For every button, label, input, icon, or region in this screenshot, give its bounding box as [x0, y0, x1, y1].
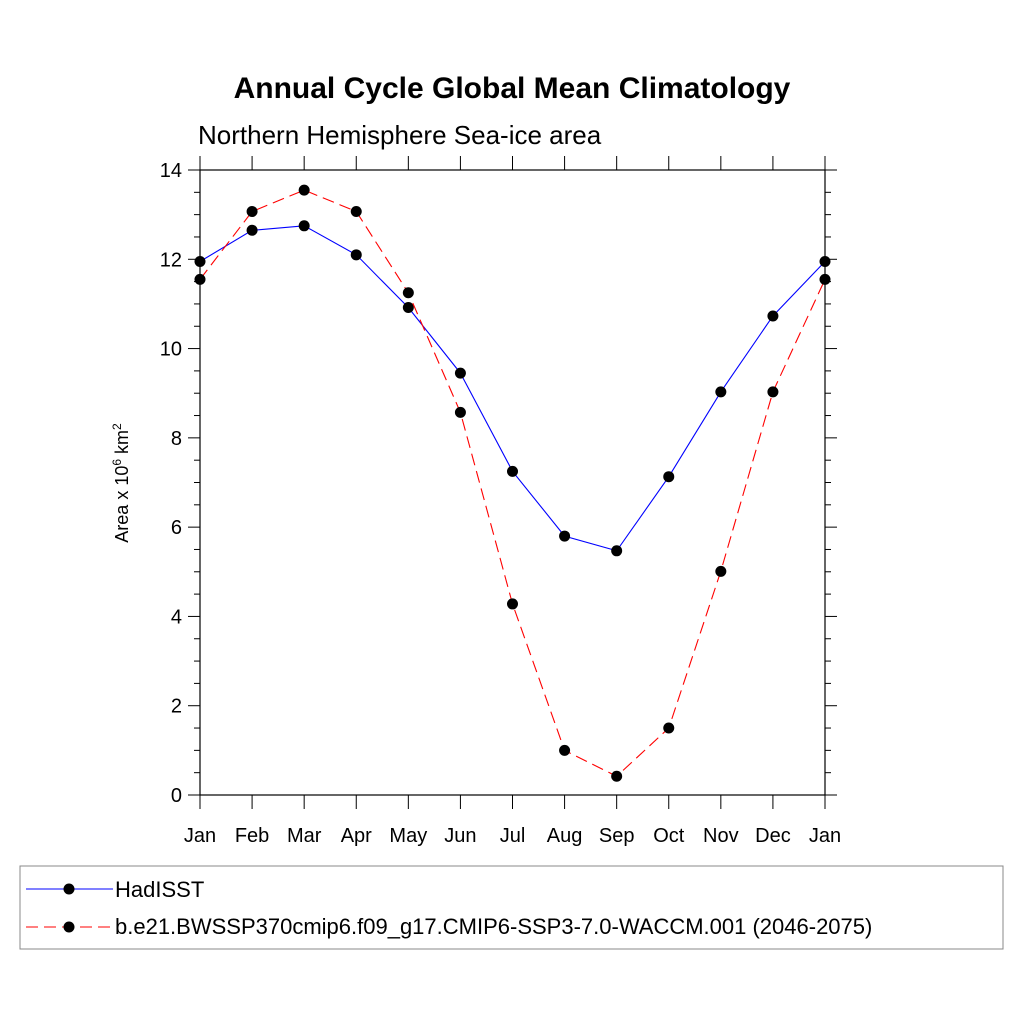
x-tick-label: Mar [287, 825, 322, 847]
y-tick-label: 2 [171, 696, 182, 718]
data-point-series-0 [246, 224, 258, 236]
data-point-series-0 [194, 256, 206, 268]
data-point-series-1 [559, 744, 571, 756]
series-line-1 [199, 189, 826, 777]
data-point-series-1 [454, 406, 466, 418]
data-point-series-1 [350, 206, 362, 218]
data-point-series-0 [402, 302, 414, 313]
data-point-series-0 [819, 256, 831, 268]
data-point-series-0 [715, 386, 727, 398]
y-tick-label: 0 [171, 785, 182, 807]
x-tick-label: Aug [547, 825, 583, 847]
y-tick-label: 6 [171, 517, 182, 539]
y-axis-label: Area x 106 km2 [110, 423, 132, 543]
data-point-series-1 [767, 386, 779, 398]
y-axis-label-exp1: 6 [110, 459, 124, 466]
plot-area: 0 2 4 6 8 10 12 14 Jan Feb Mar Apr May Jun Jul Aug Sep Oc… [160, 156, 841, 847]
x-tick-label: Oct [653, 825, 685, 847]
data-point-series-1 [298, 184, 310, 196]
y-tick-label: 4 [171, 606, 182, 628]
data-point-series-0 [298, 220, 310, 232]
data-point-series-1 [402, 287, 414, 299]
x-tick-label: Jan [809, 825, 841, 847]
y-axis-label-unit: km [112, 430, 132, 459]
y-axis-label-text: Area x 10 [112, 466, 132, 543]
data-point-series-1 [663, 722, 675, 734]
legend-label-hadisst: HadISST [115, 877, 204, 902]
y-tick-label: 14 [160, 160, 182, 182]
x-tick-label: Jun [444, 825, 476, 847]
chart-title: Annual Cycle Global Mean Climatology [234, 72, 791, 105]
x-tick-label: Apr [341, 825, 372, 847]
x-tick-label: Dec [755, 825, 791, 847]
data-point-series-0 [507, 465, 518, 477]
x-tick-label: Nov [703, 825, 739, 847]
y-tick-label: 12 [160, 249, 182, 271]
legend: HadISST b.e21.BWSSP370cmip6.f09_g17.CMIP… [19, 865, 1004, 950]
plot-frame [199, 169, 826, 796]
data-point-series-1 [246, 206, 258, 218]
data-point-series-0 [663, 471, 675, 483]
data-point-series-0 [767, 310, 779, 322]
data-point-series-0 [350, 249, 362, 261]
legend-marker-0 [63, 883, 75, 895]
x-tick-label: May [389, 825, 427, 847]
data-point-series-1 [819, 273, 831, 285]
x-tick-label: Jan [184, 825, 216, 847]
legend-label-cesm: b.e21.BWSSP370cmip6.f09_g17.CMIP6-SSP3-7… [115, 914, 872, 939]
x-tick-label: Sep [599, 825, 635, 847]
legend-box [19, 865, 1004, 950]
data-point-series-1 [611, 770, 623, 782]
data-point-series-1 [194, 273, 206, 285]
data-point-series-0 [559, 530, 571, 542]
y-tick-label: 10 [160, 339, 182, 361]
y-tick-label: 8 [171, 428, 182, 450]
x-tick-label: Feb [235, 825, 269, 847]
data-point-series-0 [454, 367, 466, 379]
data-point-series-1 [507, 598, 518, 610]
data-point-series-0 [611, 545, 623, 557]
y-axis-label-exp2: 2 [110, 423, 124, 430]
legend-marker-1 [63, 921, 75, 933]
chart-subtitle: Northern Hemisphere Sea-ice area [198, 120, 602, 150]
series-line-0 [199, 225, 826, 552]
x-tick-label: Jul [500, 825, 526, 847]
legend-entries [26, 883, 113, 933]
data-point-series-1 [715, 565, 727, 577]
